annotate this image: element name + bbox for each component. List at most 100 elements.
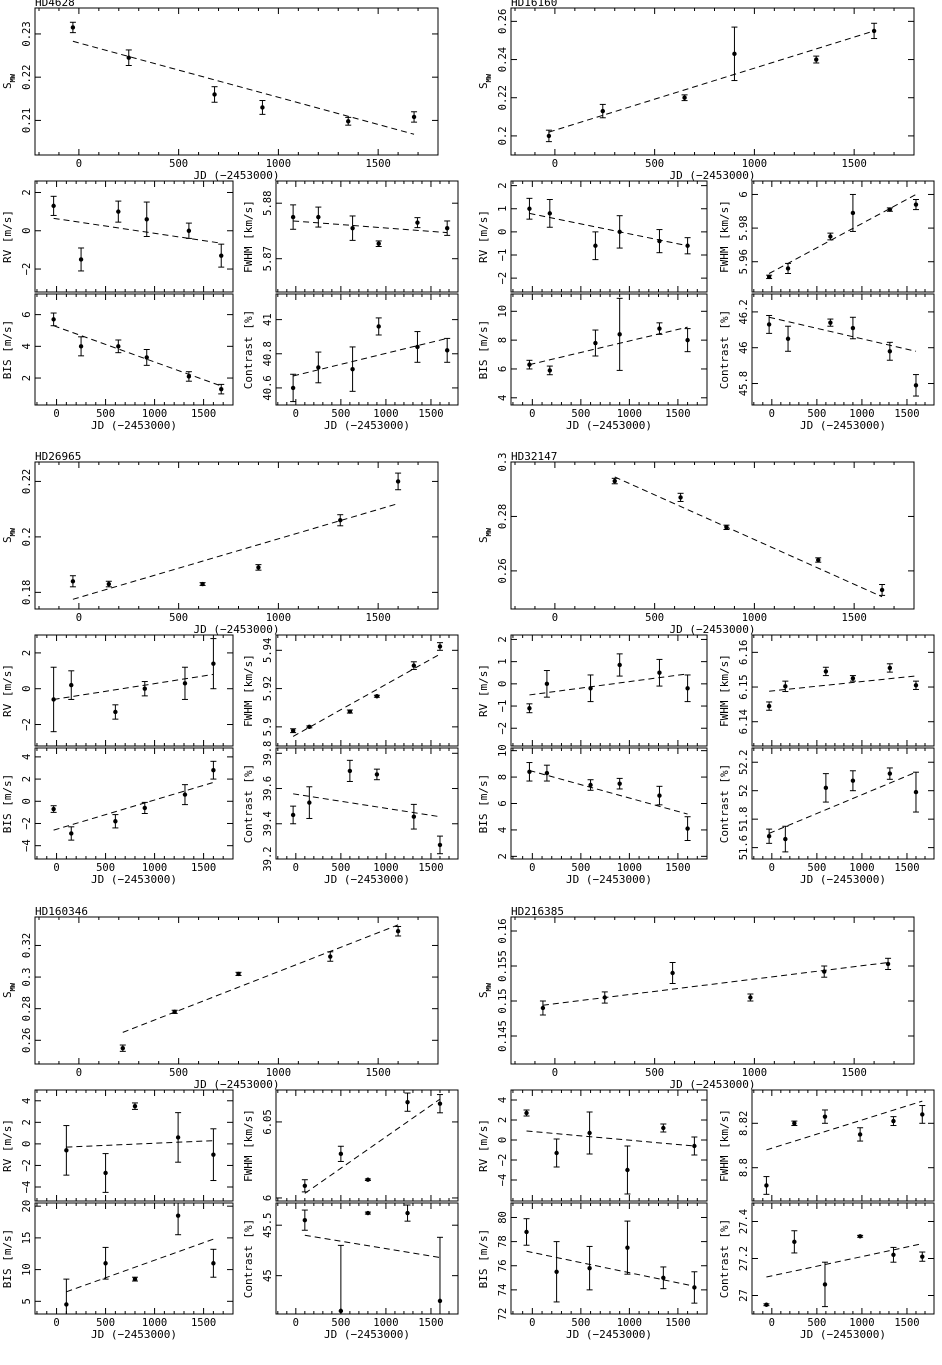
data-point <box>182 681 188 686</box>
data-point <box>78 257 84 262</box>
y-tick-label: 5.88 <box>262 191 274 216</box>
y-tick-label: 6.05 <box>262 1109 274 1134</box>
x-tick-label: 1000 <box>849 408 874 420</box>
x-tick-label: 0 <box>769 408 775 420</box>
x-tick-label: 0 <box>529 1317 535 1329</box>
x-tick-label: 1000 <box>142 862 167 874</box>
y-axis-label: Contrast [%] <box>242 1219 255 1298</box>
y-tick-label: 2 <box>497 182 509 188</box>
y-axis-label: BIS [m/s] <box>477 1229 490 1289</box>
x-tick-label: 0 <box>769 1317 775 1329</box>
data-point <box>822 969 827 974</box>
x-tick-label: 1000 <box>373 862 398 874</box>
plot-frame <box>751 180 935 293</box>
data-point <box>374 694 380 699</box>
plot-frame <box>751 1202 935 1315</box>
x-tick-label: 1000 <box>742 612 767 624</box>
y-axis-label: SMW <box>477 527 493 543</box>
panel-hd4628-contrast: 0 500 1000 1500 40.6 40.8 41 Contrast [%] JD (−2… <box>242 293 459 432</box>
panel-hd16160-bis: 0 500 1000 1500 4 6 8 10 BIS [m/s] JD (−2453000) <box>477 293 708 432</box>
data-point <box>411 814 417 819</box>
y-tick-label: 2 <box>21 776 33 782</box>
y-axis-label: FWHM [km/s] <box>718 654 731 727</box>
y-tick-label: 2 <box>21 650 33 656</box>
panel-hd160346-contrast: 0 500 1000 1500 45 45.5 Contrast [%] JD (−24530… <box>242 1202 459 1341</box>
data-point <box>103 1261 108 1266</box>
x-tick-label: 0 <box>529 862 535 874</box>
x-axis-label: JD (−2453000) <box>669 1078 755 1091</box>
plot-frame <box>275 1202 459 1315</box>
data-point <box>857 1234 863 1239</box>
y-tick-label: 0 <box>497 681 509 687</box>
data-point <box>692 1143 697 1149</box>
data-point <box>290 214 296 220</box>
y-tick-label: 2 <box>21 1119 33 1125</box>
plot-frame <box>751 293 935 406</box>
y-axis-label: Contrast [%] <box>242 764 255 843</box>
data-point <box>850 210 856 216</box>
trend-line <box>122 924 399 1033</box>
data-point <box>182 792 188 797</box>
x-tick-label: 0 <box>53 862 59 874</box>
data-point <box>547 368 553 373</box>
panel-hd4628-fwhm: 5.87 5.88 FWHM [km/s] <box>242 180 459 293</box>
data-point <box>376 241 381 246</box>
x-tick-label: 1500 <box>418 862 443 874</box>
y-tick-label: 0 <box>21 228 33 234</box>
x-axis-label: JD (−2453000) <box>91 1328 177 1341</box>
data-point <box>415 220 420 225</box>
x-tick-label: 0 <box>293 408 299 420</box>
y-tick-label: 5.96 <box>738 249 750 274</box>
y-tick-label: 0.22 <box>21 65 33 90</box>
x-tick-label: 1500 <box>842 1067 867 1079</box>
data-point <box>437 1101 443 1106</box>
panel-hd160346-rv: −4 −2 0 2 4 RV [m/s] <box>1 1089 234 1202</box>
plot-frame <box>510 461 915 610</box>
x-tick-label: 500 <box>645 612 664 624</box>
y-tick-label: 46 <box>738 341 750 354</box>
y-tick-label: 2 <box>21 189 33 195</box>
y-tick-label: 0.28 <box>497 504 509 529</box>
data-point <box>144 217 149 222</box>
data-point <box>544 681 550 687</box>
y-tick-label: 5.87 <box>262 246 274 271</box>
y-tick-label: 6 <box>21 311 33 317</box>
data-point <box>347 768 353 774</box>
data-point <box>920 1254 925 1259</box>
x-tick-label: 1000 <box>742 1067 767 1079</box>
trend-line <box>526 1130 695 1147</box>
panel-hd216385-fwhm: 8.8 8.82 FWHM [km/s] <box>718 1089 935 1202</box>
data-point <box>600 108 605 114</box>
data-point <box>823 785 829 791</box>
data-point <box>828 320 833 325</box>
x-tick-label: 1000 <box>266 1067 291 1079</box>
y-axis-label: SMW <box>1 73 17 89</box>
data-point <box>891 1118 896 1124</box>
panel-hd26965-rv: −2 0 2 RV [m/s] <box>1 634 234 747</box>
data-point <box>617 332 622 337</box>
data-point <box>51 317 56 322</box>
data-point <box>766 322 772 327</box>
x-axis-label: JD (−2453000) <box>193 1078 279 1091</box>
y-axis-label: Contrast [%] <box>718 764 731 843</box>
trend-line <box>614 476 883 598</box>
x-tick-label: 500 <box>331 1317 350 1329</box>
data-point <box>661 1275 666 1281</box>
x-axis-label: JD (−2453000) <box>324 419 410 432</box>
y-tick-label: 51.6 <box>738 835 750 860</box>
x-tick-label: 500 <box>96 408 115 420</box>
data-point <box>617 662 622 668</box>
y-tick-label: −2 <box>497 722 509 735</box>
x-tick-label: 1000 <box>617 408 642 420</box>
data-point <box>411 114 417 120</box>
x-tick-label: 500 <box>571 1317 590 1329</box>
data-point <box>913 202 919 207</box>
panel-hd4628-smw: 0 500 1000 1500 0.21 0.22 0.23 SMW JD (−2453000)… <box>1 0 439 182</box>
y-tick-label: 6 <box>738 191 750 197</box>
data-point <box>307 800 312 805</box>
data-point <box>175 1213 181 1218</box>
data-point <box>850 676 856 681</box>
plot-frame <box>34 634 234 747</box>
x-tick-label: 0 <box>76 1067 82 1079</box>
y-tick-label: −1 <box>497 700 509 713</box>
